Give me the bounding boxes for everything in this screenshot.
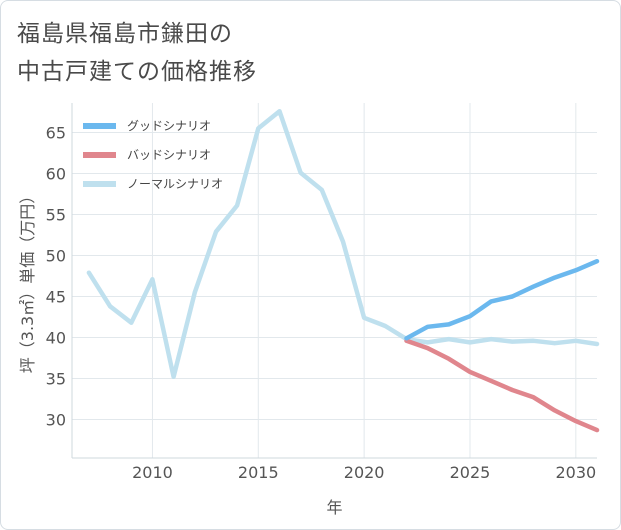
y-tick-label: 45 [46,287,66,306]
series-line-bad [404,338,600,433]
x-tick-label: 2015 [238,463,279,482]
y-tick-label: 35 [46,369,66,388]
x-axis-label: 年 [326,498,342,517]
legend-label-good: グッドシナリオ [127,119,211,133]
legend-label-normal: ノーマルシナリオ [127,177,223,191]
series-line-normal [86,108,600,380]
series-layer [86,108,600,433]
x-tick-label: 2020 [344,463,385,482]
y-tick-label: 65 [46,124,66,143]
series-line-good [404,258,600,341]
x-tick-labels: 2010 2015 2020 2025 2030 [132,463,596,482]
title-line-1: 福島県福島市鎌田の [17,21,233,47]
page-title: 福島県福島市鎌田の 中古戸建ての価格推移 [17,15,257,91]
y-tick-label: 50 [46,246,66,265]
plot-frame [71,103,597,459]
x-tick-label: 2010 [132,463,173,482]
grid [72,103,597,458]
y-tick-label: 55 [46,206,66,225]
legend-label-bad: バッドシナリオ [127,148,211,162]
y-tick-label: 30 [46,410,66,429]
title-line-2: 中古戸建ての価格推移 [17,59,257,85]
y-tick-labels: 30 35 40 45 50 55 60 65 [46,124,66,430]
y-tick-label: 40 [46,328,66,347]
y-axis-label: 坪（3.3㎡）単価（万円） [18,188,37,373]
x-tick-label: 2030 [555,463,596,482]
y-tick-label: 60 [46,165,66,184]
x-tick-label: 2025 [450,463,491,482]
